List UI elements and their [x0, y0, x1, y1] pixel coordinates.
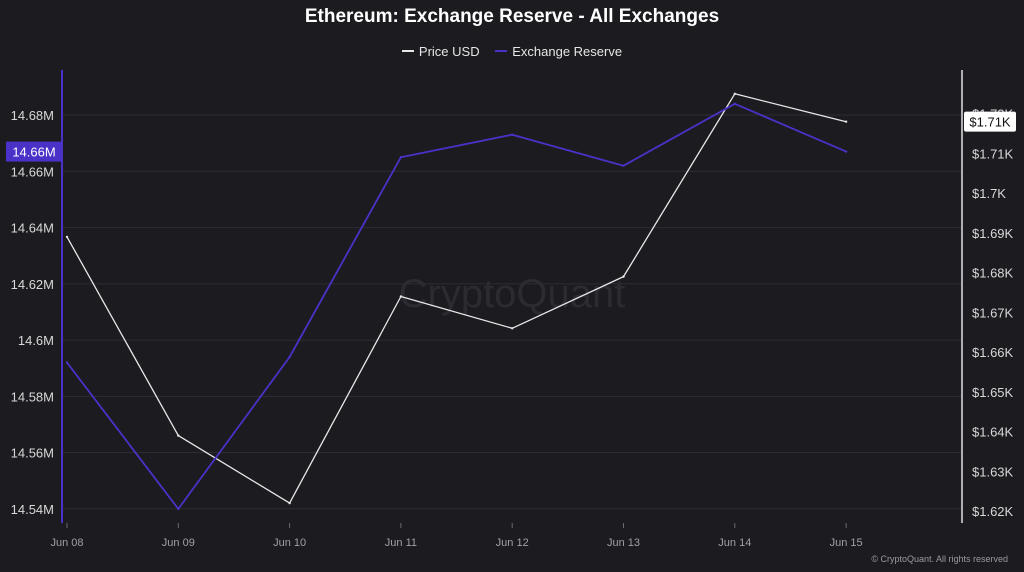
y-left-current-badge — [6, 141, 62, 162]
x-tick-label: Jun 10 — [273, 537, 306, 549]
data-point-exchange-reserve — [511, 133, 514, 136]
y-left-tick-label: 14.64M — [11, 221, 54, 236]
y-left-tick-label: 14.58M — [11, 389, 54, 404]
data-point-exchange-reserve — [288, 355, 291, 359]
y-right-tick-label: $1.69K — [972, 226, 1014, 241]
legend-label-reserve: Exchange Reserve — [512, 43, 623, 59]
y-right-tick-label: $1.65K — [972, 385, 1014, 400]
x-tick-label: Jun 09 — [162, 537, 195, 549]
legend-item-reserve[interactable]: Exchange Reserve — [495, 44, 622, 59]
x-tick-label: Jun 14 — [718, 537, 751, 549]
data-point-price-usd — [622, 275, 625, 278]
y-left-tick-label: 14.6M — [18, 333, 54, 348]
data-point-price-usd — [733, 92, 736, 96]
chart-title: Ethereum: Exchange Reserve - All Exchang… — [304, 6, 720, 27]
y-left-tick-label: 14.68M — [11, 108, 54, 123]
y-left-tick-label: 14.62M — [11, 277, 54, 292]
y-right-tick-label: $1.7K — [972, 186, 1006, 201]
y-left-tick-label: 14.54M — [11, 502, 54, 517]
y-right-tick-label: $1.67K — [972, 305, 1014, 320]
data-point-exchange-reserve — [844, 150, 848, 153]
data-point-price-usd — [177, 434, 180, 437]
data-point-price-usd — [511, 327, 514, 330]
y-left-tick-label: 14.66M — [11, 164, 54, 179]
y-right-tick-label: $1.63K — [972, 464, 1014, 479]
x-tick-label: Jun 15 — [830, 537, 863, 549]
y-left-current-label: 14.66M — [12, 145, 55, 160]
y-right-tick-label: $1.68K — [972, 266, 1014, 281]
series-line-price-usd — [66, 93, 847, 504]
x-tick-label: Jun 11 — [385, 537, 417, 549]
legend-label-price: Price USD — [418, 43, 480, 59]
data-point-exchange-reserve — [733, 102, 736, 105]
y-right-tick-label: $1.71K — [972, 146, 1014, 161]
data-point-price-usd — [288, 501, 291, 505]
watermark-text: CryptoQuant — [399, 272, 626, 316]
x-tick-label: Jun 12 — [496, 537, 529, 549]
y-right-tick-label: $1.66K — [972, 345, 1014, 360]
legend-swatch-reserve — [495, 50, 508, 52]
copyright-text: © CryptoQuant. All rights reserved — [871, 554, 1008, 564]
x-tick-label: Jun 08 — [50, 537, 83, 549]
data-point-exchange-reserve — [399, 156, 403, 159]
data-point-price-usd — [844, 120, 848, 123]
data-point-price-usd — [399, 295, 403, 298]
legend-item-price[interactable]: Price USD — [401, 43, 480, 59]
y-left-tick-label: 14.56M — [11, 446, 54, 461]
y-right-current-label: $1.71K — [969, 115, 1011, 130]
legend: Price USD Exchange Reserve — [0, 40, 1024, 59]
legend-swatch-price — [401, 50, 414, 52]
data-point-exchange-reserve — [65, 361, 69, 364]
y-right-tick-label: $1.64K — [972, 425, 1014, 440]
x-tick-label: Jun 13 — [607, 537, 640, 549]
y-right-tick-label: $1.62K — [972, 504, 1014, 519]
y-right-current-badge — [964, 111, 1016, 132]
data-point-exchange-reserve — [622, 164, 625, 167]
data-point-exchange-reserve — [177, 507, 180, 511]
data-point-price-usd — [65, 235, 69, 239]
series-line-exchange-reserve — [66, 102, 847, 510]
